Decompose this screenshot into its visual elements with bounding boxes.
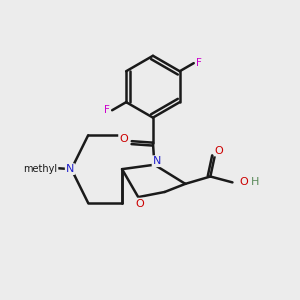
- Text: methyl: methyl: [23, 164, 58, 174]
- Text: F: F: [196, 58, 202, 68]
- Text: N: N: [66, 164, 74, 174]
- Text: F: F: [104, 105, 110, 115]
- Text: O: O: [240, 177, 249, 187]
- Text: O: O: [135, 199, 144, 208]
- Text: N: N: [153, 156, 161, 166]
- Text: H: H: [251, 177, 260, 187]
- Text: O: O: [215, 146, 224, 156]
- Text: O: O: [119, 134, 128, 144]
